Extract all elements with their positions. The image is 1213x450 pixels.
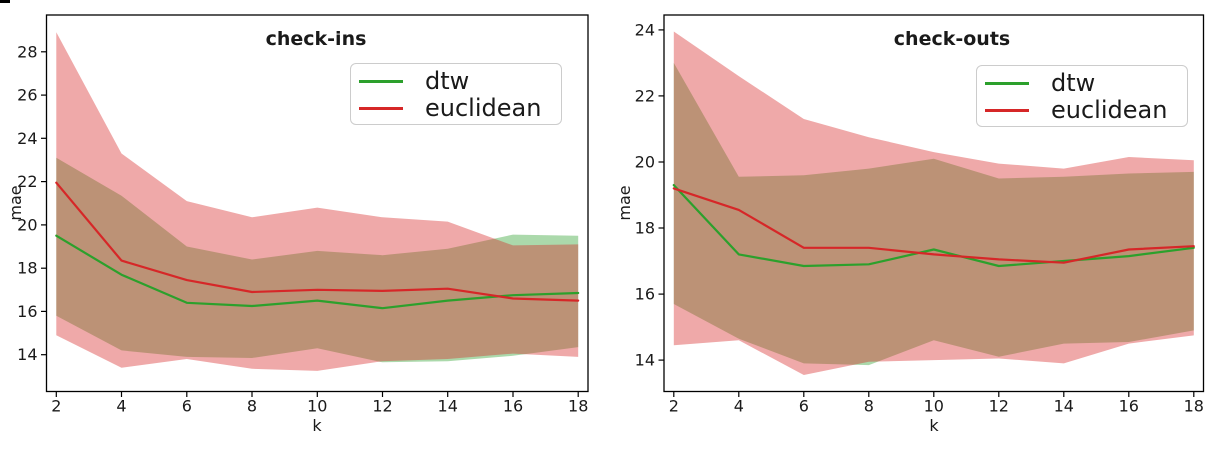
x-tick-label: 18: [568, 397, 588, 416]
euclidean-line: [55, 181, 580, 302]
x-tick-label: 2: [669, 397, 679, 416]
x-tick-label: 8: [864, 397, 874, 416]
x-tick-label: 8: [247, 397, 257, 416]
x-tick-label: 10: [307, 397, 327, 416]
x-tick-label: 4: [116, 397, 126, 416]
x-axis-label-left: k: [312, 416, 322, 435]
x-tick-label: 12: [372, 397, 392, 416]
x-tick-label: 6: [799, 397, 809, 416]
y-tick-label: 24: [17, 129, 37, 148]
legend-label-euclidean: euclidean: [1051, 96, 1168, 124]
x-tick-label: 14: [1054, 397, 1074, 416]
x-tick-label: 4: [734, 397, 744, 416]
dtw-confidence-band: [56, 157, 579, 363]
y-tick-label: 22: [17, 172, 37, 191]
dtw-line: [55, 234, 580, 310]
legend-label-dtw: dtw: [425, 67, 470, 95]
dtw-line-swatch: [985, 82, 1029, 85]
x-tick-label: 16: [503, 397, 523, 416]
euclidean-confidence-band: [673, 31, 1194, 375]
y-tick-label: 18: [17, 259, 37, 278]
x-tick-label: 12: [989, 397, 1009, 416]
x-tick-label: 2: [51, 397, 61, 416]
legend-check-outs: dtw euclidean: [976, 65, 1188, 127]
x-axis-label-right: k: [929, 416, 939, 435]
dtw-line: [672, 184, 1195, 268]
x-tick-label: 6: [182, 397, 192, 416]
y-tick-label: 16: [635, 285, 655, 304]
y-axis-label-right: mae: [615, 185, 634, 221]
y-tick-label: 18: [635, 219, 655, 238]
y-tick-label: 16: [17, 302, 37, 321]
chart-title-check-ins: check-ins: [265, 28, 367, 50]
euclidean-confidence-band: [56, 32, 579, 371]
euclidean-line-swatch: [985, 109, 1029, 112]
y-tick-label: 14: [635, 351, 655, 370]
legend-label-euclidean: euclidean: [425, 94, 542, 122]
legend-item-dtw: dtw: [977, 70, 1187, 97]
legend-item-euclidean: euclidean: [351, 95, 561, 122]
y-tick-label: 20: [635, 153, 655, 172]
y-tick-label: 20: [17, 215, 37, 234]
y-tick-label: 22: [635, 86, 655, 105]
y-axis-label-left: mae: [6, 185, 25, 221]
y-tick-label: 14: [17, 345, 37, 364]
dtw-confidence-band: [673, 62, 1194, 366]
euclidean-line-swatch: [359, 107, 403, 110]
legend-item-euclidean: euclidean: [977, 97, 1187, 124]
dtw-line-swatch: [359, 80, 403, 83]
legend-label-dtw: dtw: [1051, 69, 1096, 97]
x-tick-label: 10: [924, 397, 944, 416]
x-tick-label: 18: [1184, 397, 1204, 416]
y-tick-label: 26: [17, 86, 37, 105]
y-tick-label: 28: [17, 42, 37, 61]
x-tick-label: 14: [438, 397, 458, 416]
screen-artifact: [0, 0, 10, 3]
euclidean-line: [672, 187, 1195, 264]
legend-item-dtw: dtw: [351, 68, 561, 95]
x-tick-label: 16: [1119, 397, 1139, 416]
y-tick-label: 24: [635, 20, 655, 39]
legend-check-ins: dtw euclidean: [350, 63, 562, 125]
chart-title-check-outs: check-outs: [893, 28, 1011, 50]
